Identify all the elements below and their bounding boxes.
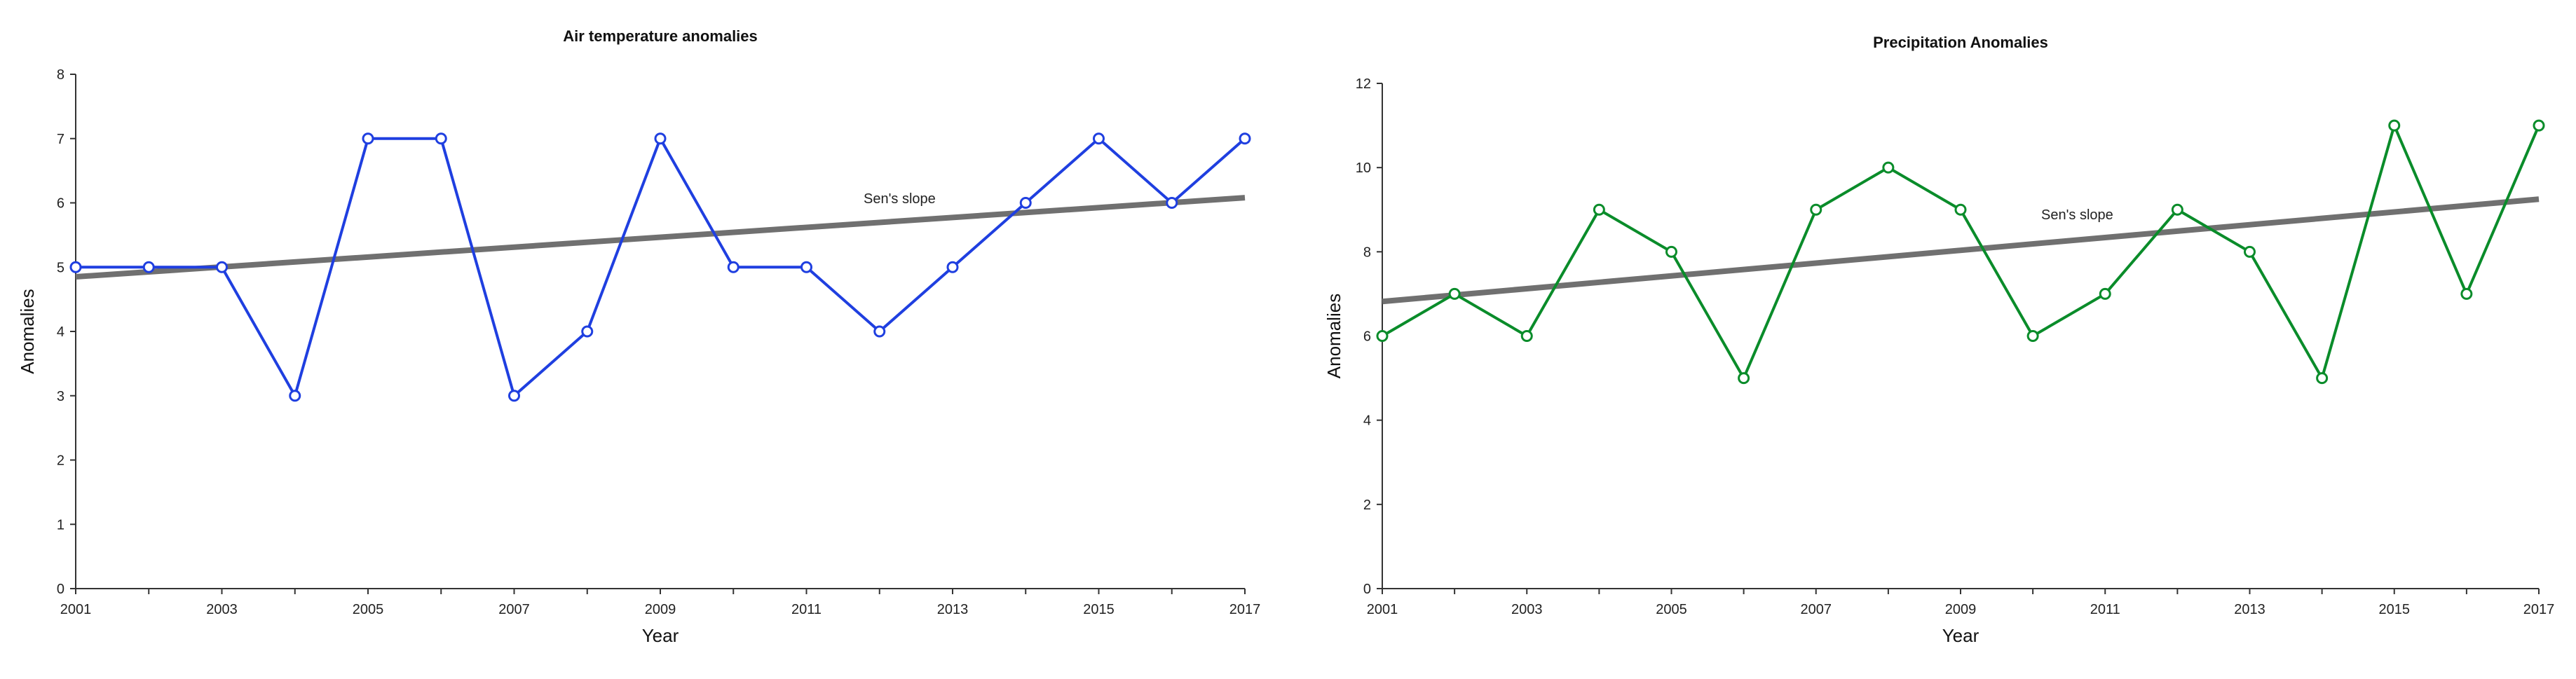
data-point [654,132,667,145]
data-point [435,132,447,145]
y-axis-label: Anomalies [17,289,38,373]
data-point [1738,372,1750,385]
data-point [2533,119,2545,132]
chart-2: Precipitation Anomalies 0 2 4 6 8 10 12 2001 2003… [1323,34,2554,646]
y-tick-label: 3 [57,389,64,404]
data-point [1593,203,1605,216]
y-tick-label: 0 [1363,582,1371,597]
chart-title: Precipitation Anomalies [1873,34,2048,51]
x-tick-label: 2003 [1511,602,1543,617]
x-tick-label: 2013 [2234,602,2265,617]
x-tick-label: 2011 [791,602,822,617]
x-tick-label: 2009 [645,602,676,617]
y-tick-label: 6 [1363,329,1371,345]
y-axis-label: Anomalies [1323,294,1344,378]
y-tick-label: 2 [57,453,64,469]
chart-title: Air temperature anomalies [563,27,758,45]
data-point [142,261,155,273]
data-point [289,390,301,402]
y-tick-label: 0 [57,582,64,597]
chart-1: Air temperature anomalies 0 1 2 3 4 5 6 7 8 2001 20… [17,27,1260,646]
data-point [946,261,959,273]
y-tick-label: 1 [57,517,64,533]
data-point [2388,119,2401,132]
x-tick-label: 2005 [1656,602,1687,617]
data-point [1239,132,1251,145]
y-tick-label: 2 [1363,498,1371,513]
y-tick-label: 10 [1356,160,1371,176]
x-axis-label: Year [1942,625,1979,646]
data-point [1810,203,1822,216]
x-tick-label: 2015 [2379,602,2411,617]
data-point [1019,197,1032,209]
data-point [800,261,812,273]
y-tick-label: 6 [57,196,64,212]
x-tick-label: 2005 [353,602,384,617]
y-tick-label: 12 [1356,76,1371,92]
data-point [1665,245,1677,258]
data-point [2316,372,2329,385]
sens-slope-line [75,195,1246,280]
y-tick-label: 7 [57,132,64,147]
data-point [69,261,82,273]
data-point [1093,132,1105,145]
data-point [1520,330,1533,342]
data-point [1954,203,1967,216]
y-tick-label: 8 [1363,245,1371,260]
x-tick-label: 2003 [206,602,238,617]
data-point [2026,330,2039,342]
data-point [2244,245,2256,258]
y-tick-label: 4 [1363,413,1371,429]
data-point [508,390,520,402]
x-tick-label: 2013 [937,602,969,617]
data-point [2171,203,2183,216]
sens-slope-line [1382,196,2540,305]
x-tick-label: 2001 [60,602,92,617]
x-tick-label: 2009 [1945,602,1977,617]
x-tick-label: 2011 [2090,602,2120,617]
x-tick-label: 2007 [1801,602,1832,617]
sens-slope-label: Sen's slope [864,191,936,207]
x-tick-label: 2017 [2523,602,2555,617]
data-point [581,325,594,338]
data-point [727,261,740,273]
data-point [1166,197,1178,209]
data-point [2099,287,2111,300]
data-point [2460,287,2473,300]
x-tick-label: 2007 [498,602,530,617]
y-tick-label: 4 [57,324,64,340]
data-point [1882,161,1895,174]
x-axis-label: Year [642,625,679,646]
data-point [362,132,374,145]
sens-slope-label: Sen's slope [2041,207,2113,223]
data-point [873,325,886,338]
data-point [216,261,228,273]
y-tick-label: 5 [57,260,64,275]
data-point [1448,287,1461,300]
x-tick-label: 2015 [1083,602,1115,617]
x-tick-label: 2001 [1367,602,1398,617]
x-tick-label: 2017 [1229,602,1261,617]
y-tick-label: 8 [57,67,64,83]
data-point [1376,330,1389,342]
